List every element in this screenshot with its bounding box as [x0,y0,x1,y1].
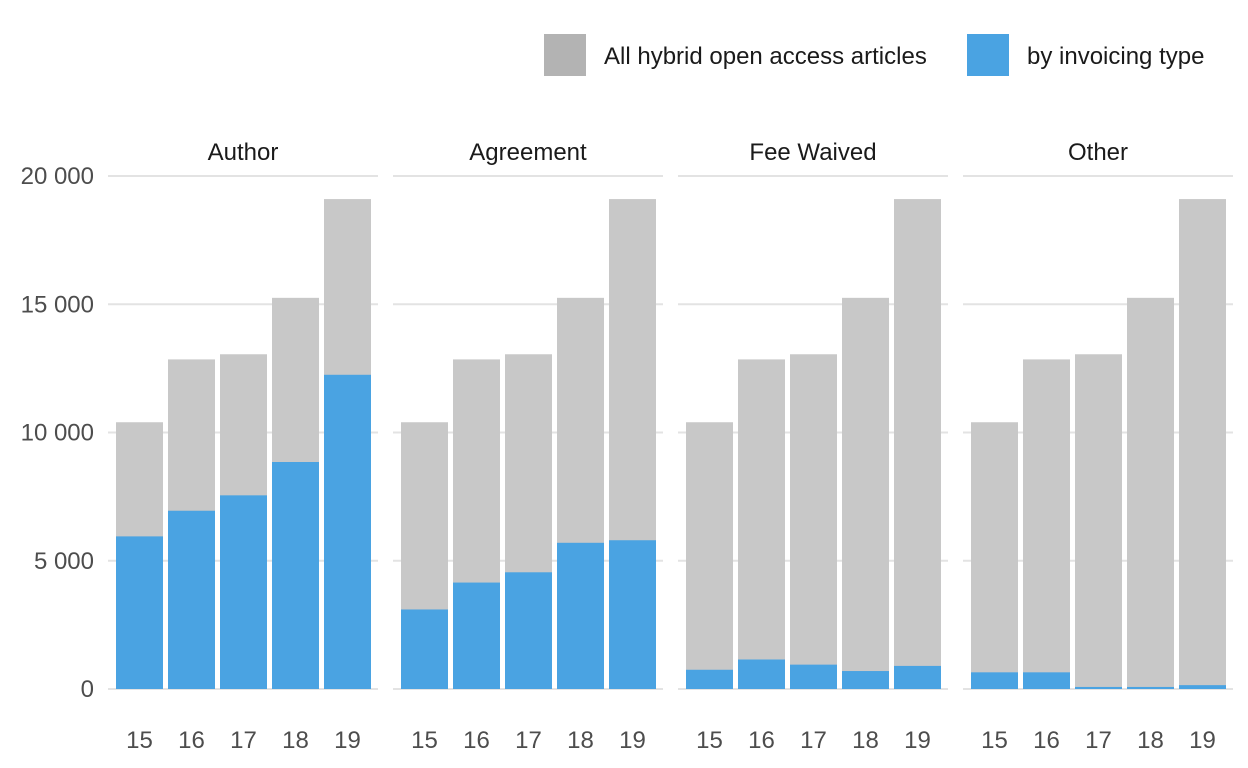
bar-invoicing-type [505,572,552,689]
bar-invoicing-type [790,664,837,689]
bar-total [1023,359,1070,689]
bar-total [894,199,941,689]
y-tick-label: 5 000 [34,548,94,575]
bar-invoicing-type [116,536,163,689]
legend-key-part [967,34,1009,76]
y-tick-label: 10 000 [21,420,94,447]
x-tick-label: 15 [696,727,723,754]
bar-total [790,354,837,689]
bar-invoicing-type [971,672,1018,689]
facet-title: Agreement [469,139,587,166]
x-tick-label: 18 [567,727,594,754]
x-tick-label: 16 [748,727,775,754]
bar-invoicing-type [686,669,733,689]
bar-invoicing-type [324,374,371,689]
x-tick-label: 19 [1189,727,1216,754]
bar-invoicing-type [1127,686,1174,689]
x-tick-label: 16 [1033,727,1060,754]
bar-invoicing-type [272,461,319,689]
legend-label-part: by invoicing type [1027,43,1204,70]
facet-title: Other [1068,139,1128,166]
x-tick-label: 18 [282,727,309,754]
bar-invoicing-type [557,542,604,689]
bar-invoicing-type [1023,672,1070,689]
bar-invoicing-type [609,540,656,689]
bar-invoicing-type [1075,686,1122,689]
bar-invoicing-type [401,609,448,689]
bar-invoicing-type [842,671,889,689]
x-tick-label: 16 [463,727,490,754]
y-tick-label: 20 000 [21,163,94,190]
bar-total [1127,297,1174,689]
bar-invoicing-type [220,495,267,689]
x-tick-label: 19 [904,727,931,754]
bar-total [1179,199,1226,689]
bar-total [842,297,889,689]
y-tick-label: 0 [81,676,94,703]
bar-invoicing-type [168,510,215,689]
facet-title: Fee Waived [749,139,876,166]
x-tick-label: 17 [230,727,257,754]
legend-label-total: All hybrid open access articles [604,43,927,70]
x-tick-label: 19 [334,727,361,754]
bar-total [1075,354,1122,689]
bar-invoicing-type [453,582,500,689]
x-tick-label: 15 [126,727,153,754]
x-tick-label: 15 [981,727,1008,754]
legend-key-total [544,34,586,76]
bar-invoicing-type [894,665,941,689]
x-tick-label: 18 [1137,727,1164,754]
x-tick-label: 17 [800,727,827,754]
y-tick-label: 15 000 [21,291,94,318]
x-tick-label: 15 [411,727,438,754]
facet-title: Author [208,139,279,166]
x-tick-label: 19 [619,727,646,754]
bar-invoicing-type [738,659,785,689]
x-tick-label: 17 [515,727,542,754]
bar-total [738,359,785,689]
x-tick-label: 17 [1085,727,1112,754]
bar-invoicing-type [1179,685,1226,689]
x-tick-label: 18 [852,727,879,754]
x-tick-label: 16 [178,727,205,754]
bar-total [686,422,733,689]
bar-total [971,422,1018,689]
